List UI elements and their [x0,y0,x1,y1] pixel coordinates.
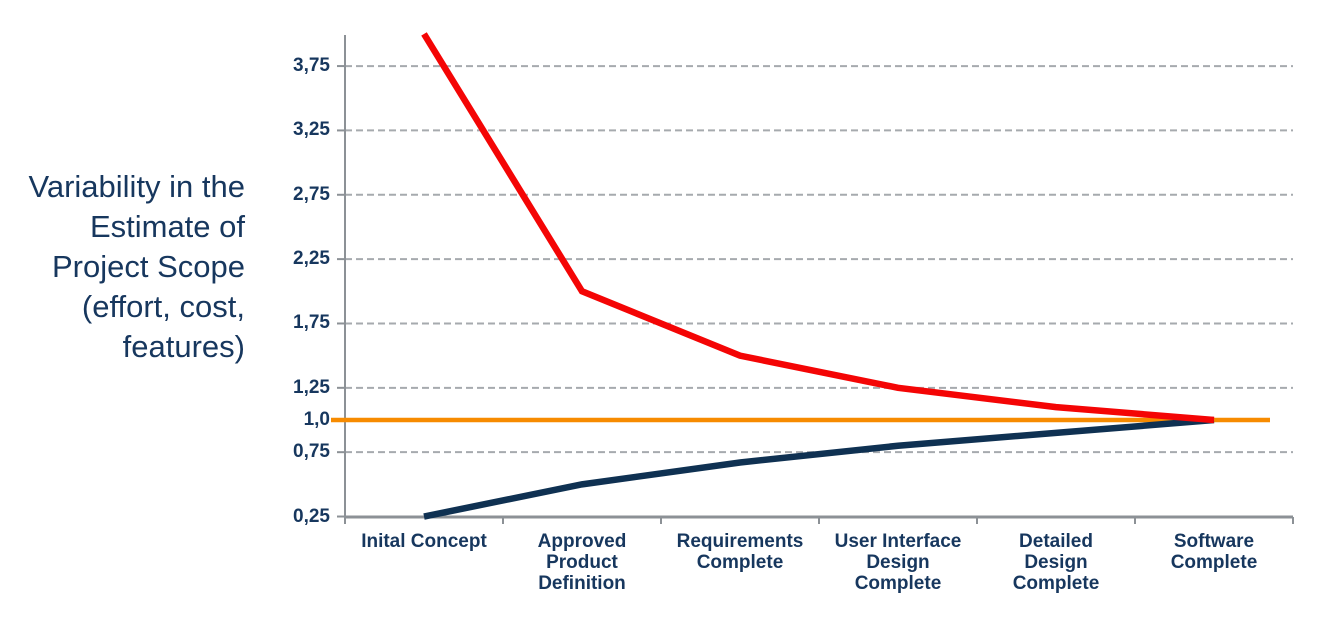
x-axis-category-label: Detailed Design Complete [1012,531,1100,594]
x-axis-category-label: User Interface Design Complete [834,531,962,594]
y-axis-tick-label: 2,75 [293,183,330,205]
y-axis-tick-label: 3,75 [293,55,330,77]
y-axis-title-line: (effort, cost, [81,289,245,324]
x-axis-category-label: Software Complete [1170,531,1258,573]
y-axis-title-line: features) [122,329,245,364]
y-axis-title-line: Variability in the [28,169,245,204]
y-axis-tick-label: 0,25 [293,505,330,527]
lower-variability-line [423,416,1215,520]
upper-variability-line [421,32,1215,424]
x-axis-category-label: Approved Product Definition [537,531,627,594]
y-axis-tick-label: 1,25 [293,376,330,398]
x-axis-category-label: Inital Concept [361,531,487,552]
y-axis-title-line: Project Scope [52,249,245,284]
y-axis-tick-label: 3,25 [293,119,330,141]
x-axis-category-label: Requirements Complete [676,531,804,573]
y-axis-tick-label: 2,25 [293,248,330,270]
y-axis-tick-label: 1,75 [293,312,330,334]
y-axis-title: Variability in the Estimate of Project Sco… [0,167,245,367]
y-axis-tick-label: 1,0 [303,409,330,430]
y-axis-title-line: Estimate of [89,209,245,244]
y-axis-tick-label: 0,75 [293,441,330,463]
